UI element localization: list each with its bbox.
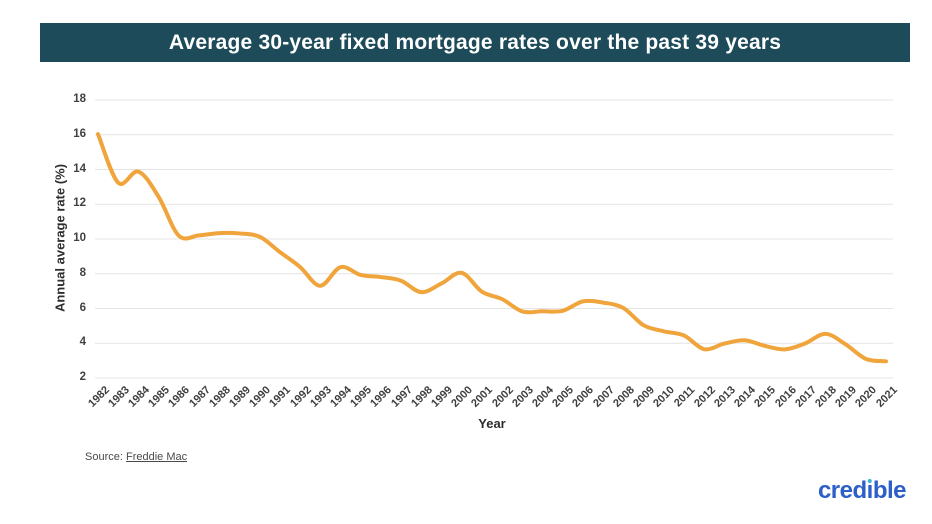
y-tick-label: 10 [73,232,86,244]
credible-logo-i: ı [866,477,874,505]
chart-title-banner: Average 30-year fixed mortgage rates ove… [40,23,910,62]
x-axis-title: Year [478,416,506,431]
y-tick-label: 2 [79,371,86,383]
source-prefix-label: Source: [85,451,126,463]
y-tick-label: 16 [73,127,86,140]
credible-logo-text-right: ble [872,477,907,504]
y-tick-label: 14 [73,162,86,175]
y-tick-label: 6 [79,301,86,314]
y-axis-title: Annual average rate (%) [52,163,68,313]
y-tick-label: 4 [79,336,86,349]
y-tick-label: 8 [79,266,86,279]
source-attribution: Source: Freddie Mac [85,451,187,463]
rate-line-series [96,132,888,364]
credible-logo-i-dot [867,478,872,483]
credible-logo-text-left: cred [817,477,867,504]
source-freddie-mac-link[interactable]: Freddie Mac [125,451,188,463]
gridlines [95,99,893,379]
y-tick-label: 12 [73,197,86,210]
credible-logo-i-stem: ı [866,477,874,504]
y-tick-label: 18 [73,93,86,105]
credible-logo: credı ble [817,477,907,505]
